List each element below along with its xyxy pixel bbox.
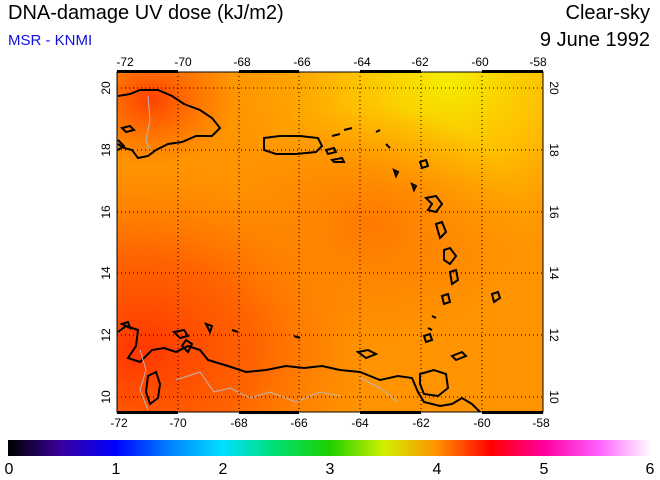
lon-tick-label: -58 <box>532 416 550 430</box>
trinidad <box>419 368 450 398</box>
guadeloupe <box>423 194 444 214</box>
colorbar-label: 6 <box>646 461 655 478</box>
lon-tick-label: -60 <box>471 55 489 69</box>
colorbar-label: 0 <box>5 461 14 478</box>
colorbar-label: 1 <box>112 461 121 478</box>
political-borders <box>139 95 399 411</box>
virgin-islands <box>331 127 353 137</box>
bonaire <box>204 322 214 335</box>
map-title: DNA-damage UV dose (kJ/m2) <box>8 2 284 24</box>
source-label: MSR - KNMI <box>8 32 93 49</box>
sky-condition-label: Clear-sky <box>565 2 650 24</box>
lat-tick-label: 18 <box>547 143 561 157</box>
lon-labels-top: -72 -70 -68 -66 -64 -62 -60 -58 <box>116 55 547 69</box>
colorbar <box>8 440 652 456</box>
gonave-island <box>120 124 136 134</box>
puerto-rico-outline <box>263 135 324 155</box>
lon-tick-label: -68 <box>230 416 248 430</box>
lat-tick-label: 10 <box>99 390 113 404</box>
anguilla-stmartin <box>375 129 391 149</box>
saint-croix <box>329 156 346 163</box>
lat-tick-label: 20 <box>99 81 113 95</box>
dominica <box>434 220 448 240</box>
stkitts-nevis <box>392 168 400 179</box>
grenada <box>422 332 434 344</box>
colorbar-label: 5 <box>540 461 549 478</box>
lon-tick-label: -66 <box>293 55 311 69</box>
lat-tick-label: 14 <box>99 266 113 280</box>
lat-tick-label: 20 <box>547 81 561 95</box>
st-lucia <box>448 268 460 286</box>
colorbar-label: 2 <box>219 461 228 478</box>
lon-tick-label: -58 <box>529 55 547 69</box>
lon-tick-label: -72 <box>110 416 128 430</box>
lon-tick-label: -62 <box>411 55 429 69</box>
lat-labels-left: 10 12 14 16 18 20 <box>99 81 113 404</box>
hispaniola-outline <box>117 89 222 160</box>
lon-tick-label: -60 <box>473 416 491 430</box>
lat-tick-label: 10 <box>547 390 561 404</box>
lat-tick-label: 16 <box>547 205 561 219</box>
lat-tick-label: 14 <box>547 266 561 280</box>
lon-tick-label: -64 <box>353 55 371 69</box>
margarita <box>355 348 379 360</box>
lat-tick-label: 18 <box>99 143 113 157</box>
paraguana <box>180 338 194 354</box>
lon-tick-label: -62 <box>412 416 430 430</box>
los-roques <box>231 329 301 339</box>
lon-labels-bottom: -72 -70 -68 -66 -64 -62 -60 -58 <box>110 416 550 430</box>
coastlines <box>117 89 502 413</box>
map-frame <box>116 71 544 413</box>
lon-tick-label: -68 <box>233 55 251 69</box>
barbados <box>490 290 502 304</box>
colorbar-label: 3 <box>326 461 335 478</box>
haiti-southern-peninsula <box>117 139 126 151</box>
grenadines <box>427 315 437 331</box>
date-label: 9 June 1992 <box>539 29 650 51</box>
south-america-coast <box>117 324 481 413</box>
lon-tick-label: -70 <box>174 55 192 69</box>
lon-tick-label: -64 <box>351 416 369 430</box>
lon-tick-label: -70 <box>169 416 187 430</box>
lon-tick-label: -66 <box>290 416 308 430</box>
frame-ticks <box>117 70 543 414</box>
colorbar-label: 4 <box>433 461 442 478</box>
lon-tick-label: -72 <box>116 55 134 69</box>
martinique <box>443 246 458 266</box>
lat-tick-label: 16 <box>99 205 113 219</box>
lat-tick-label: 12 <box>99 328 113 342</box>
st-vincent <box>440 292 452 306</box>
colorbar-labels: 0 1 2 3 4 5 6 <box>5 461 655 478</box>
lat-tick-label: 12 <box>547 328 561 342</box>
montserrat <box>410 182 418 193</box>
lat-labels-right: 10 12 14 16 18 20 <box>547 81 561 404</box>
uv-field <box>117 72 543 412</box>
vieques-island <box>324 146 338 156</box>
tobago <box>450 350 468 362</box>
lake-maracaibo <box>144 370 162 406</box>
antigua <box>418 158 430 170</box>
graticule <box>117 72 543 412</box>
